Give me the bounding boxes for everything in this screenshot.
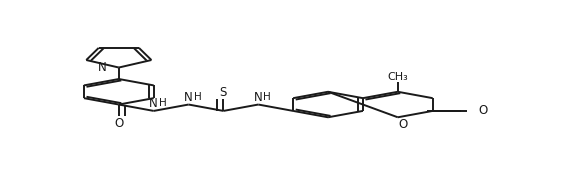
Text: N: N [98, 61, 106, 74]
Text: H: H [264, 92, 271, 102]
Text: H: H [159, 98, 166, 109]
Text: H: H [194, 92, 201, 102]
Text: S: S [220, 86, 227, 99]
Text: N: N [149, 97, 158, 110]
Text: N: N [184, 91, 193, 104]
Text: O: O [399, 118, 408, 130]
Text: CH₃: CH₃ [387, 72, 408, 82]
Text: O: O [478, 104, 487, 117]
Text: N: N [254, 91, 262, 104]
Text: O: O [114, 117, 124, 130]
